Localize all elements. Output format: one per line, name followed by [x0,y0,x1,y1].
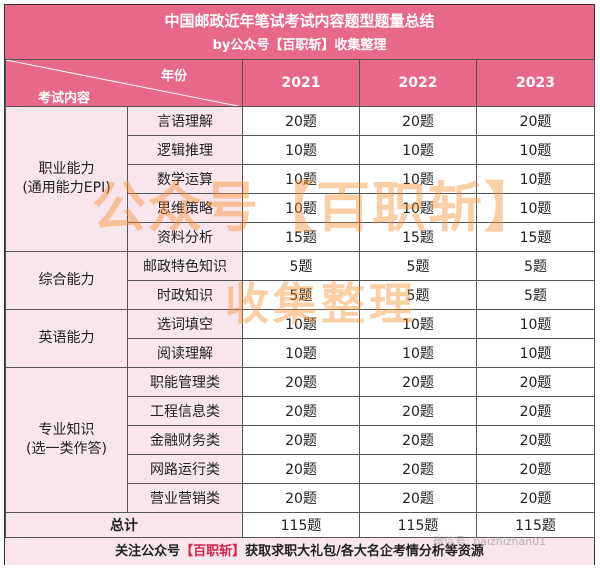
count-cell-2023: 20题 [476,367,595,397]
table-row: 职业能力 (通用能力EPI) 言语理解 20题 20题 20题 [5,106,595,252]
category-cell: 职业能力 (通用能力EPI) [5,106,128,252]
count-cell-2022: 10题 [359,193,477,223]
count-cell-2023: 10题 [476,338,595,368]
subject-cell: 逻辑推理 [127,135,243,165]
table-row: 金融财务类 20题 20题 20题 [6,425,595,455]
exam-table-body: 职业能力 (通用能力EPI) 言语理解 20题 20题 20题 逻辑推理 10题 10题 10题… [5,106,595,538]
count-cell-2021: 15题 [242,222,360,252]
count-cell-2023: 15题 [476,222,595,252]
count-cell-2021: 10题 [242,135,360,165]
sheet-subtitle: by公众号【百职斩】收集整理 [212,38,387,53]
total-cell-2022: 115题 [359,512,477,538]
count-cell-2022: 10题 [359,338,477,368]
table-row: 营业营销类 20题 20题 20题 [6,483,595,513]
count-cell-2021: 5题 [242,251,360,281]
subject-cell: 职能管理类 [127,367,243,397]
subject-cell: 网路运行类 [127,454,243,484]
exam-table: 年份 考试内容 2021 2022 2023 职业能力 (通用能力EPI) 言语理… [5,59,595,538]
count-cell-2021: 20题 [242,454,360,484]
count-cell-2021: 10题 [242,164,360,194]
footer-banner: 关注公众号【百职斩】获取求职大礼包/各大名企考情分析等资源 [5,537,594,565]
table-row: 专业知识 (选一类作答) 职能管理类 20题 20题 20题 [5,367,595,513]
count-cell-2023: 10题 [476,135,595,165]
count-cell-2021: 5题 [242,280,360,310]
count-cell-2023: 20题 [476,396,595,426]
count-cell-2021: 10题 [242,338,360,368]
count-cell-2022: 20题 [359,425,477,455]
table-row: 时政知识 5题 5题 5题 [6,280,595,310]
title-band: 中国邮政近年笔试考试内容题型题量总结 by公众号【百职斩】收集整理 [5,5,594,59]
diagonal-divider [6,60,239,106]
subject-cell: 思维策略 [127,193,243,223]
subject-cell: 数学运算 [127,164,243,194]
subject-cell: 工程信息类 [127,396,243,426]
count-cell-2023: 20题 [476,425,595,455]
count-cell-2021: 10题 [242,193,360,223]
category-cell: 英语能力 [5,309,128,368]
count-cell-2022: 5题 [359,251,477,281]
subject-cell: 言语理解 [127,106,243,136]
subject-cell: 时政知识 [127,280,243,310]
count-cell-2023: 10题 [476,164,595,194]
category-cell: 专业知识 (选一类作答) [5,367,128,513]
count-cell-2022: 20题 [359,454,477,484]
count-cell-2022: 20题 [359,106,477,136]
total-cell-2023: 115题 [476,512,595,538]
table-row: 综合能力 邮政特色知识 5题 5题 5题 [5,251,595,310]
count-cell-2021: 20题 [242,106,360,136]
year-header-2021: 2021 [242,59,360,107]
subject-cell: 阅读理解 [127,338,243,368]
subject-cell: 金融财务类 [127,425,243,455]
count-cell-2021: 20题 [242,367,360,397]
count-cell-2022: 10题 [359,164,477,194]
table-row: 阅读理解 10题 10题 10题 [6,338,595,368]
count-cell-2021: 20题 [242,425,360,455]
subject-cell: 选词填空 [127,309,243,339]
count-cell-2023: 20题 [476,483,595,513]
content-axis-label: 考试内容 [38,91,91,106]
total-label: 总计 [5,512,243,538]
year-header-2022: 2022 [359,59,477,107]
table-row: 英语能力 选词填空 10题 10题 10题 [5,309,595,368]
total-cell-2021: 115题 [242,512,360,538]
count-cell-2022: 5题 [359,280,477,310]
year-header-2023: 2023 [476,59,595,107]
count-cell-2022: 15题 [359,222,477,252]
count-cell-2022: 20题 [359,396,477,426]
count-cell-2022: 20题 [359,483,477,513]
count-cell-2023: 20题 [476,454,595,484]
table-row: 数学运算 10题 10题 10题 [6,164,595,194]
footer-text-pre: 关注公众号 [115,544,181,559]
subject-cell: 邮政特色知识 [127,251,243,281]
subject-cell: 资料分析 [127,222,243,252]
subject-cell: 营业营销类 [127,483,243,513]
count-cell-2022: 10题 [359,309,477,339]
footer-highlight: 【百职斩】 [180,544,246,559]
exam-summary-sheet: 中国邮政近年笔试考试内容题型题量总结 by公众号【百职斩】收集整理 年份 考试内… [4,4,595,565]
count-cell-2021: 10题 [242,309,360,339]
year-axis-label: 年份 [161,69,188,84]
count-cell-2021: 20题 [242,483,360,513]
header-corner-cell: 年份 考试内容 [5,59,243,107]
count-cell-2023: 5题 [476,280,595,310]
count-cell-2021: 20题 [242,396,360,426]
category-cell: 综合能力 [5,251,128,310]
count-cell-2023: 10题 [476,309,595,339]
count-cell-2022: 20题 [359,367,477,397]
count-cell-2023: 20题 [476,106,595,136]
total-row: 总计 115题 115题 115题 [5,512,595,538]
count-cell-2022: 10题 [359,135,477,165]
sheet-title: 中国邮政近年笔试考试内容题型题量总结 [164,12,435,30]
footer-text-post: 获取求职大礼包/各大名企考情分析等资源 [245,544,484,559]
table-row: 资料分析 15题 15题 15题 [6,222,595,252]
count-cell-2023: 10题 [476,193,595,223]
count-cell-2023: 5题 [476,251,595,281]
table-row: 网路运行类 20题 20题 20题 [6,454,595,484]
